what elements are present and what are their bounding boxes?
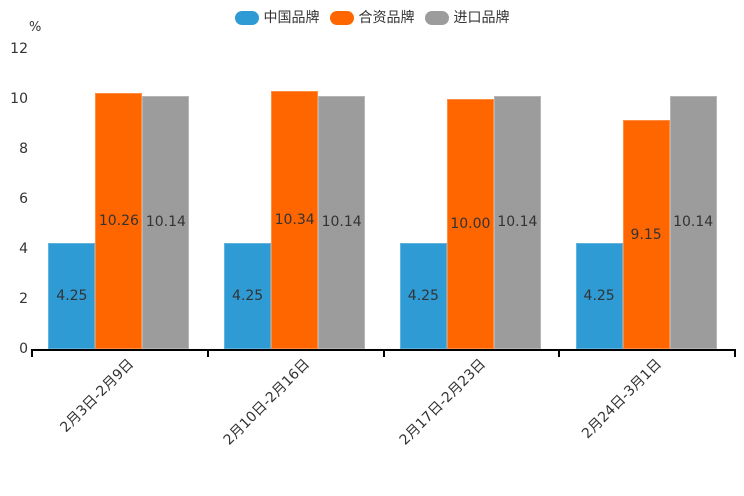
chart-legend: 中国品牌 合资品牌 进口品牌 [0, 10, 744, 26]
x-axis-tick [734, 349, 736, 357]
y-tick-label: 0 [19, 341, 28, 357]
legend-marker-china-brand-icon [234, 11, 259, 25]
x-axis-label: 2月3日-2月9日 [57, 356, 138, 436]
y-tick-label: 12 [10, 41, 28, 57]
bar-china-brand-2[interactable] [399, 242, 447, 349]
x-axis-tick [558, 349, 561, 357]
bar-joint-venture-brand-3[interactable] [622, 120, 670, 349]
legend-label: 合资品牌 [358, 10, 415, 26]
bar-joint-venture-brand-1[interactable] [271, 90, 319, 349]
legend-item-china-brand[interactable]: 中国品牌 [234, 10, 320, 26]
x-axis-label: 2月17日-2月23日 [396, 356, 489, 449]
legend-marker-import-brand-icon [424, 11, 449, 25]
x-axis-tick [382, 349, 385, 357]
bar-value-label: 10.14 [673, 214, 714, 231]
bar-china-brand-0[interactable] [48, 242, 96, 349]
legend-marker-joint-venture-brand-icon [329, 11, 354, 25]
bar-value-label: 10.34 [274, 211, 315, 228]
x-axis-label: 2月24日-3月1日 [578, 356, 665, 443]
y-tick-label: 10 [10, 91, 28, 107]
x-axis-label: 2月10日-2月16日 [220, 356, 314, 449]
bar-value-label: 10.14 [497, 214, 538, 231]
bar-import-brand-3[interactable] [669, 95, 717, 349]
y-tick-label: 6 [19, 191, 28, 207]
bar-value-label: 10.14 [145, 214, 186, 231]
bar-value-label: 10.26 [98, 212, 139, 229]
bar-import-brand-2[interactable] [493, 95, 541, 349]
bar-china-brand-1[interactable] [224, 242, 272, 349]
bar-value-label: 10.00 [450, 216, 491, 232]
bar-value-label: 4.25 [407, 287, 439, 304]
x-axis-tick [31, 349, 33, 357]
y-tick-label: 4 [19, 241, 28, 257]
bar-import-brand-0[interactable] [142, 95, 190, 349]
bar-import-brand-1[interactable] [318, 95, 366, 349]
legend-label: 中国品牌 [263, 10, 320, 26]
y-tick-label: 2 [19, 291, 28, 307]
bar-value-label: 10.14 [321, 214, 362, 231]
legend-item-joint-venture-brand[interactable]: 合资品牌 [329, 10, 415, 26]
bar-joint-venture-brand-0[interactable] [95, 92, 143, 349]
bar-value-label: 4.25 [232, 287, 264, 304]
bar-value-label: 4.25 [56, 287, 88, 304]
bar-value-label: 9.15 [630, 226, 662, 243]
legend-label: 进口品牌 [453, 10, 510, 26]
legend-item-import-brand[interactable]: 进口品牌 [424, 10, 510, 26]
y-tick-label: 8 [19, 141, 28, 157]
bar-value-label: 4.25 [583, 287, 615, 304]
bar-joint-venture-brand-2[interactable] [446, 99, 494, 349]
bar-china-brand-3[interactable] [575, 242, 623, 349]
x-axis-tick [206, 349, 209, 357]
y-axis-unit-label: % [29, 20, 42, 35]
